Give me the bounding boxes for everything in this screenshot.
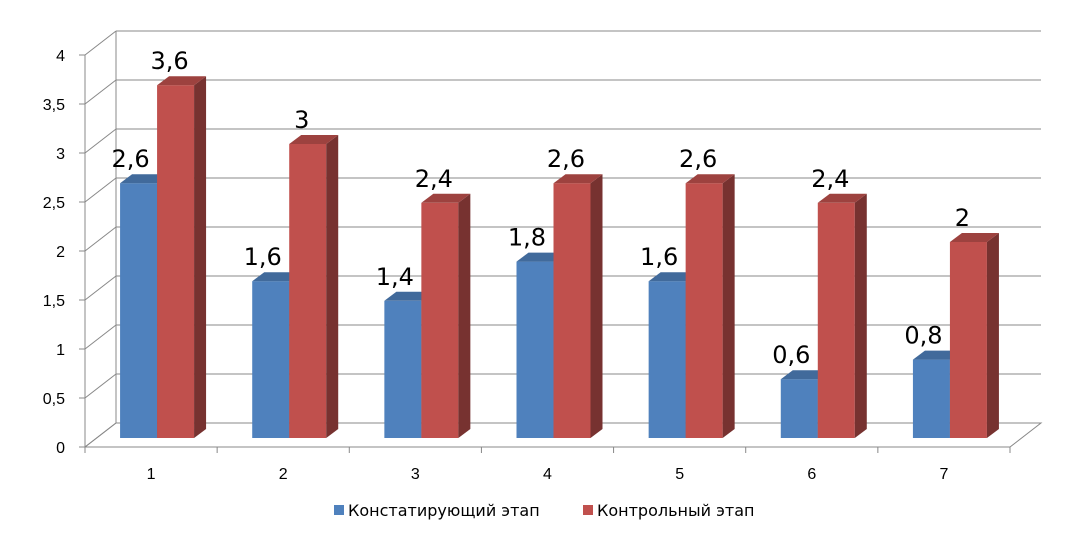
axes: 0 0,5 1 1,5 2 2,5 3 3,5 4 1 2 3 4 5 6 7: [43, 48, 1011, 483]
data-label-series-2: 2,4: [811, 165, 849, 193]
bar-front: [912, 359, 950, 438]
y-tick-label: 0: [56, 440, 65, 457]
y-tick-label: 2: [56, 244, 65, 261]
data-label-series-2: 2,6: [679, 145, 717, 173]
bar-top: [912, 350, 962, 360]
bar-front: [685, 183, 723, 438]
x-tick-label: 1: [147, 466, 156, 483]
bar-front: [384, 300, 422, 438]
y-tick-label: 3: [56, 146, 65, 163]
gridline-side: [84, 30, 117, 56]
bar-side: [326, 135, 339, 438]
bar-top: [384, 291, 434, 301]
bar-top: [780, 370, 830, 380]
y-tick-label: 1: [56, 342, 65, 359]
bar-top: [421, 193, 471, 203]
x-tick-label: 6: [807, 466, 816, 483]
data-label-series-1: 1,8: [508, 224, 546, 252]
bar-front: [553, 183, 591, 438]
bar-front: [421, 202, 459, 438]
data-label-series-2: 2,4: [415, 165, 453, 193]
bar-top: [289, 135, 339, 144]
gridline-side: [84, 422, 117, 448]
bar-series-2: [553, 174, 603, 438]
bar-top: [817, 193, 867, 203]
x-tick-label: 5: [675, 466, 684, 483]
data-label-series-1: 1,4: [376, 263, 414, 291]
bar-top: [949, 233, 999, 242]
bar-side: [590, 174, 603, 438]
bar-side: [722, 174, 735, 438]
bar-top: [516, 252, 566, 262]
bar-side: [458, 193, 471, 438]
x-tick-label: 4: [543, 466, 552, 483]
y-tick-label: 4: [56, 48, 65, 65]
data-label-series-1: 0,6: [772, 341, 810, 369]
bar-top: [648, 272, 698, 282]
bar-top: [252, 272, 302, 282]
gridline-side: [84, 79, 117, 105]
bar-top: [685, 174, 735, 184]
x-tick-label: 7: [939, 466, 948, 483]
data-label-series-2: 2: [955, 204, 970, 232]
gridline-side: [84, 324, 117, 350]
y-tick-label: 1,5: [43, 293, 65, 310]
legend-label-series-2: Контрольный этап: [597, 501, 754, 520]
bar-front: [780, 379, 818, 438]
bar-series-2: [949, 233, 999, 438]
x-tick-label: 3: [411, 466, 420, 483]
y-tick-label: 3,5: [43, 97, 65, 114]
gridline-side: [84, 275, 117, 301]
bar-side: [986, 233, 999, 438]
y-tick-label: 0,5: [43, 391, 65, 408]
legend-swatch-series-2: [583, 505, 593, 515]
gridline-side: [84, 128, 117, 154]
data-label-series-2: 3: [294, 106, 309, 134]
bar-front: [289, 144, 327, 438]
bar-front: [949, 242, 987, 438]
bar-top: [553, 174, 603, 184]
data-labels: 2,6 3,6 1,6 3 1,4 2,4 1,8 2,6 1,6 2,6 0,6 2,4 0,8 2: [111, 47, 970, 369]
bar-front: [516, 261, 554, 438]
data-label-series-2: 2,6: [547, 145, 585, 173]
x-tick-label: 2: [279, 466, 288, 483]
bar-front: [648, 281, 686, 438]
data-label-series-1: 1,6: [640, 243, 678, 271]
bar-side: [854, 193, 867, 438]
gridline-side: [84, 373, 117, 399]
bar-side: [194, 76, 207, 438]
bar-series-2: [817, 193, 867, 438]
bar-front: [817, 202, 855, 438]
data-label-series-1: 0,8: [904, 322, 942, 350]
bar-series-2: [685, 174, 735, 438]
legend-swatch-series-1: [334, 505, 344, 515]
bar-front: [157, 85, 195, 438]
legend: Констатирующий этап Контрольный этап: [334, 501, 754, 520]
bars: [120, 76, 999, 438]
bar-series-2: [421, 193, 471, 438]
data-label-series-2: 3,6: [150, 47, 188, 75]
y-tick-label: 2,5: [43, 195, 65, 212]
data-label-series-1: 2,6: [111, 145, 149, 173]
gridline-side: [84, 177, 117, 203]
bar-front: [120, 183, 158, 438]
data-label-series-1: 1,6: [244, 243, 282, 271]
bar-series-2: [289, 135, 339, 438]
bar-series-2: [157, 76, 207, 438]
bar-front: [252, 281, 290, 438]
legend-label-series-1: Констатирующий этап: [348, 501, 540, 520]
bar-top: [157, 76, 207, 86]
gridline-side: [84, 226, 117, 252]
bar-top: [120, 174, 170, 184]
